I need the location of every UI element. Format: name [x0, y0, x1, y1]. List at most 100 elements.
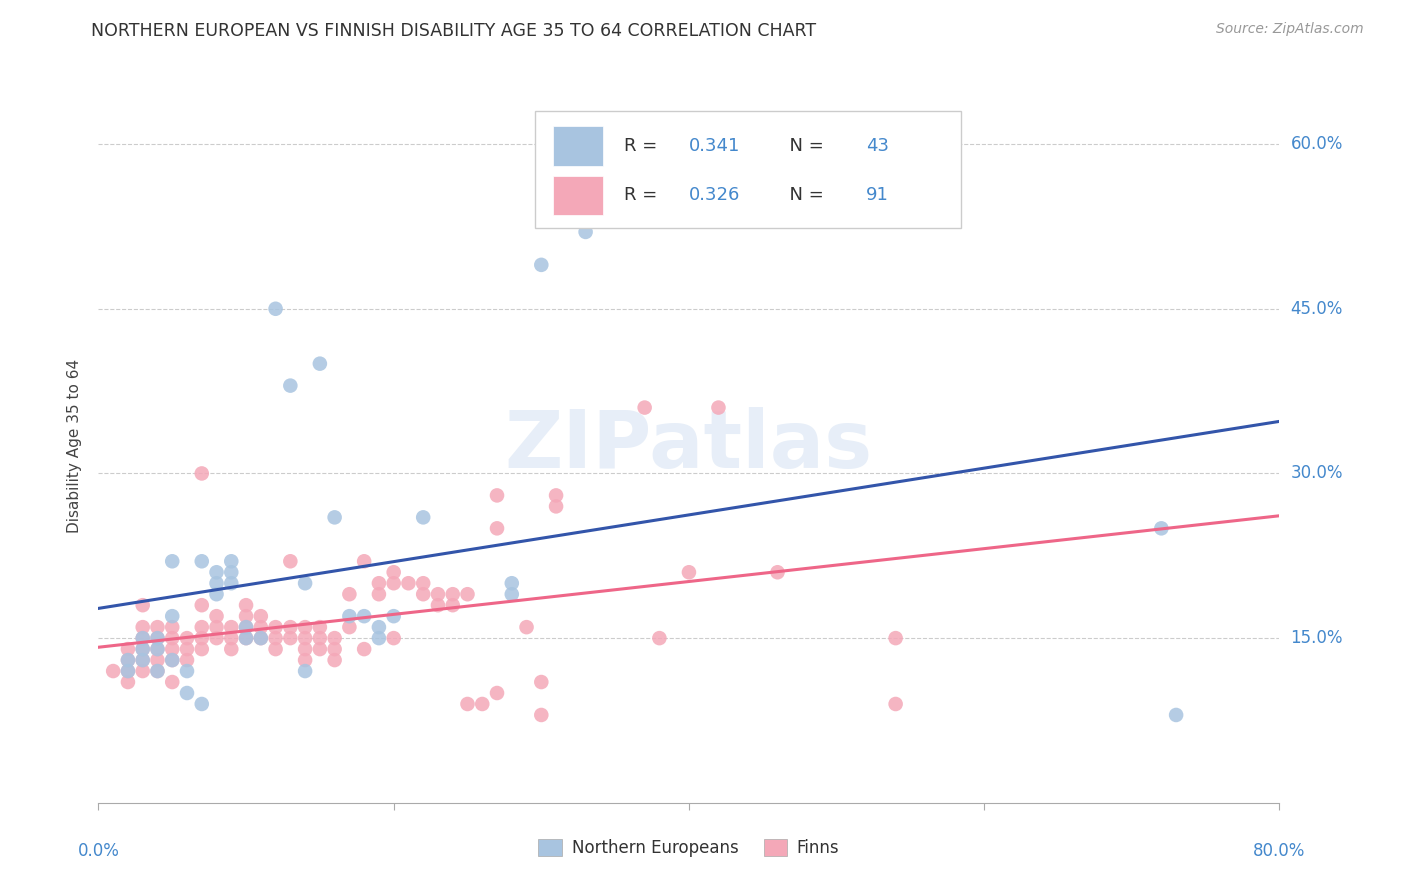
Point — [766, 566, 789, 580]
Point — [884, 631, 907, 645]
Text: 15.0%: 15.0% — [1291, 629, 1343, 647]
Point — [412, 587, 434, 601]
Text: R =: R = — [624, 186, 664, 204]
Point — [294, 664, 316, 678]
Point — [117, 642, 139, 657]
Text: Source: ZipAtlas.com: Source: ZipAtlas.com — [1216, 22, 1364, 37]
Point — [353, 609, 375, 624]
Point — [309, 642, 332, 657]
Point — [250, 631, 273, 645]
Point — [176, 642, 198, 657]
Point — [339, 620, 361, 634]
Bar — [553, 127, 603, 166]
Point — [205, 609, 228, 624]
Point — [146, 620, 169, 634]
Point — [176, 686, 198, 700]
Point — [884, 697, 907, 711]
Point — [132, 642, 155, 657]
Point — [191, 631, 214, 645]
Point — [368, 620, 391, 634]
Point — [280, 631, 302, 645]
Point — [457, 697, 479, 711]
Text: 0.0%: 0.0% — [77, 842, 120, 860]
Text: 91: 91 — [866, 186, 889, 204]
Point — [280, 554, 302, 568]
Point — [117, 664, 139, 678]
Point — [323, 653, 346, 667]
Text: N =: N = — [778, 137, 830, 155]
Point — [235, 631, 257, 645]
Point — [103, 664, 125, 678]
Point — [294, 631, 316, 645]
Point — [162, 620, 183, 634]
Point — [648, 631, 671, 645]
Point — [146, 631, 169, 645]
Point — [339, 609, 361, 624]
Point — [146, 631, 169, 645]
Point — [191, 467, 214, 481]
Point — [162, 653, 183, 667]
Point — [191, 642, 214, 657]
Point — [294, 653, 316, 667]
Point — [162, 554, 183, 568]
Point — [162, 609, 183, 624]
Point — [501, 587, 523, 601]
Point — [634, 401, 657, 415]
Point — [264, 642, 287, 657]
Point — [678, 566, 700, 580]
Point — [250, 609, 273, 624]
Point — [441, 598, 464, 612]
Point — [191, 620, 214, 634]
Point — [264, 301, 287, 316]
Point — [176, 631, 198, 645]
Text: NORTHERN EUROPEAN VS FINNISH DISABILITY AGE 35 TO 64 CORRELATION CHART: NORTHERN EUROPEAN VS FINNISH DISABILITY … — [91, 22, 817, 40]
Point — [546, 500, 568, 514]
Point — [530, 258, 553, 272]
Point — [309, 357, 332, 371]
Point — [117, 653, 139, 667]
Text: 0.341: 0.341 — [689, 137, 741, 155]
Point — [264, 631, 287, 645]
Text: ZIPatlas: ZIPatlas — [505, 407, 873, 485]
Point — [221, 620, 243, 634]
Point — [162, 653, 183, 667]
Point — [250, 631, 273, 645]
Point — [368, 631, 391, 645]
Point — [323, 510, 346, 524]
Point — [546, 488, 568, 502]
Point — [368, 576, 391, 591]
Point — [382, 609, 405, 624]
Text: R =: R = — [624, 137, 664, 155]
Point — [132, 653, 155, 667]
Point — [441, 587, 464, 601]
Legend: Northern Europeans, Finns: Northern Europeans, Finns — [530, 831, 848, 866]
Point — [235, 609, 257, 624]
Point — [221, 554, 243, 568]
Point — [117, 675, 139, 690]
Point — [280, 620, 302, 634]
Point — [471, 697, 494, 711]
Point — [575, 225, 598, 239]
Point — [294, 642, 316, 657]
Point — [162, 631, 183, 645]
Point — [191, 598, 214, 612]
Point — [382, 576, 405, 591]
Point — [205, 587, 228, 601]
Point — [221, 631, 243, 645]
Point — [323, 631, 346, 645]
Point — [191, 697, 214, 711]
Point — [235, 620, 257, 634]
Bar — [553, 176, 603, 215]
Text: 60.0%: 60.0% — [1291, 135, 1343, 153]
Point — [235, 598, 257, 612]
Y-axis label: Disability Age 35 to 64: Disability Age 35 to 64 — [67, 359, 83, 533]
Point — [132, 620, 155, 634]
Point — [501, 576, 523, 591]
Point — [132, 631, 155, 645]
Point — [250, 620, 273, 634]
Point — [398, 576, 420, 591]
Point — [427, 598, 450, 612]
Text: N =: N = — [778, 186, 830, 204]
Point — [368, 587, 391, 601]
Point — [309, 620, 332, 634]
